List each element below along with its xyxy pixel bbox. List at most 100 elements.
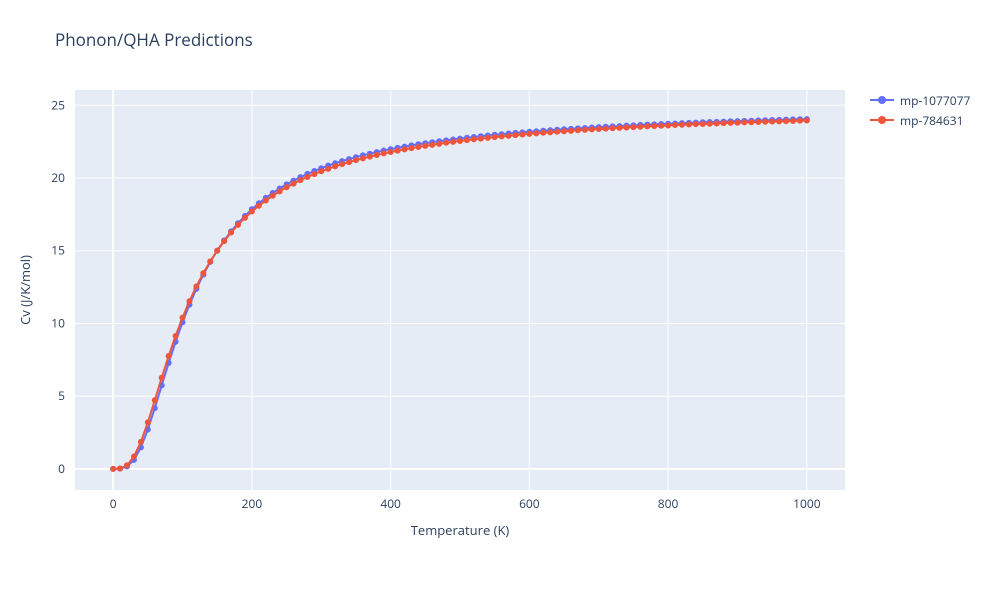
series-marker[interactable] [547, 129, 553, 135]
series-marker[interactable] [797, 118, 803, 124]
series-marker[interactable] [617, 125, 623, 131]
series-marker[interactable] [582, 127, 588, 133]
series-marker[interactable] [214, 248, 220, 254]
series-marker[interactable] [804, 118, 810, 124]
series-marker[interactable] [332, 163, 338, 169]
series-marker[interactable] [741, 119, 747, 125]
series-marker[interactable] [485, 135, 491, 141]
series-marker[interactable] [644, 123, 650, 129]
series-marker[interactable] [658, 123, 664, 129]
series-marker[interactable] [637, 124, 643, 130]
series-marker[interactable] [166, 353, 172, 359]
series-marker[interactable] [755, 119, 761, 125]
series-marker[interactable] [686, 121, 692, 127]
series-marker[interactable] [762, 119, 768, 125]
series-marker[interactable] [159, 375, 165, 381]
series-marker[interactable] [429, 142, 435, 148]
series-marker[interactable] [200, 270, 206, 276]
series-marker[interactable] [561, 128, 567, 134]
series-marker[interactable] [776, 118, 782, 124]
series-marker[interactable] [651, 123, 657, 129]
series-marker[interactable] [568, 128, 574, 134]
series-marker[interactable] [457, 138, 463, 144]
series-marker[interactable] [700, 121, 706, 127]
series-marker[interactable] [291, 181, 297, 187]
series-marker[interactable] [415, 144, 421, 150]
series-marker[interactable] [207, 258, 213, 264]
series-marker[interactable] [714, 120, 720, 126]
series-marker[interactable] [124, 462, 130, 468]
series-marker[interactable] [353, 157, 359, 163]
series-marker[interactable] [707, 121, 713, 127]
series-marker[interactable] [173, 333, 179, 339]
series-marker[interactable] [186, 298, 192, 304]
series-marker[interactable] [748, 119, 754, 125]
series-marker[interactable] [443, 140, 449, 146]
series-marker[interactable] [381, 150, 387, 156]
series-marker[interactable] [610, 125, 616, 131]
series-marker[interactable] [263, 198, 269, 204]
series-marker[interactable] [721, 120, 727, 126]
series-marker[interactable] [235, 222, 241, 228]
series-marker[interactable] [284, 184, 290, 190]
series-marker[interactable] [623, 125, 629, 131]
series-marker[interactable] [734, 120, 740, 126]
series-marker[interactable] [228, 230, 234, 236]
series-marker[interactable] [533, 130, 539, 136]
series-marker[interactable] [388, 149, 394, 155]
series-marker[interactable] [402, 146, 408, 152]
series-marker[interactable] [408, 145, 414, 151]
series-marker[interactable] [596, 126, 602, 132]
series-marker[interactable] [436, 141, 442, 147]
series-marker[interactable] [679, 122, 685, 128]
series-marker[interactable] [769, 119, 775, 125]
series-marker[interactable] [589, 126, 595, 132]
series-marker[interactable] [145, 419, 151, 425]
series-marker[interactable] [221, 238, 227, 244]
series-marker[interactable] [450, 139, 456, 145]
series-marker[interactable] [471, 136, 477, 142]
series-marker[interactable] [554, 129, 560, 135]
series-marker[interactable] [193, 283, 199, 289]
series-marker[interactable] [575, 127, 581, 133]
series-marker[interactable] [152, 397, 158, 403]
series-marker[interactable] [346, 159, 352, 165]
series-marker[interactable] [374, 152, 380, 158]
series-marker[interactable] [665, 122, 671, 128]
series-marker[interactable] [512, 132, 518, 138]
series-marker[interactable] [672, 122, 678, 128]
series-marker[interactable] [110, 466, 116, 472]
series-marker[interactable] [249, 208, 255, 214]
series-marker[interactable] [492, 134, 498, 140]
series-marker[interactable] [304, 174, 310, 180]
series-marker[interactable] [138, 439, 144, 445]
series-marker[interactable] [499, 133, 505, 139]
series-marker[interactable] [242, 215, 248, 221]
series-marker[interactable] [180, 315, 186, 321]
series-marker[interactable] [728, 120, 734, 126]
series-marker[interactable] [693, 121, 699, 127]
series-marker[interactable] [339, 161, 345, 167]
series-marker[interactable] [297, 177, 303, 183]
legend-item[interactable]: mp-1077077 [870, 90, 970, 110]
series-marker[interactable] [519, 132, 525, 138]
series-marker[interactable] [540, 130, 546, 136]
legend-item[interactable]: mp-784631 [870, 110, 970, 130]
series-marker[interactable] [367, 154, 373, 160]
series-marker[interactable] [256, 203, 262, 209]
series-marker[interactable] [395, 148, 401, 154]
series-marker[interactable] [790, 118, 796, 124]
series-marker[interactable] [422, 143, 428, 149]
series-marker[interactable] [311, 171, 317, 177]
series-marker[interactable] [506, 133, 512, 139]
series-marker[interactable] [131, 454, 137, 460]
series-marker[interactable] [478, 136, 484, 142]
series-marker[interactable] [603, 126, 609, 132]
series-marker[interactable] [325, 166, 331, 172]
plot-background[interactable] [75, 90, 845, 490]
series-marker[interactable] [783, 118, 789, 124]
series-marker[interactable] [630, 124, 636, 130]
series-marker[interactable] [526, 131, 532, 137]
series-marker[interactable] [277, 188, 283, 194]
series-marker[interactable] [360, 155, 366, 161]
